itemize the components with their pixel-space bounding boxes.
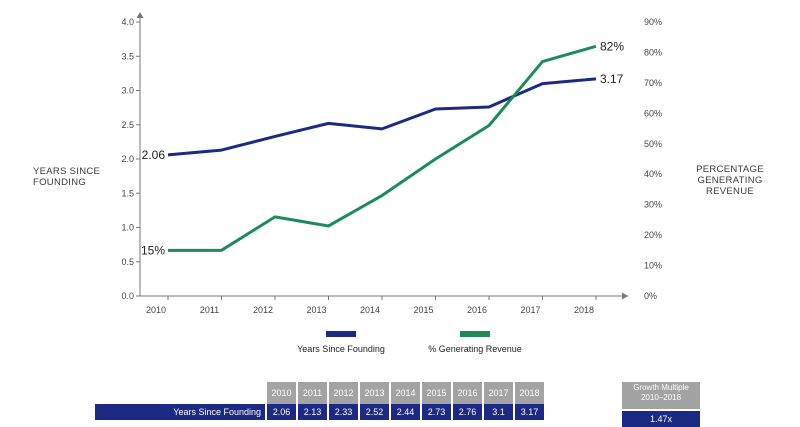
- y-tick-label-right: 0%: [644, 291, 657, 301]
- x-tick-label: 2015: [413, 305, 433, 315]
- x-tick-label: 2010: [146, 305, 166, 315]
- table-cell: 3.17: [514, 404, 545, 420]
- growth-multiple-value: 1.47x: [622, 411, 700, 427]
- table-cell: 2.13: [297, 404, 328, 420]
- x-tick-label: 2013: [306, 305, 326, 315]
- x-tick-label: 2011: [200, 305, 219, 315]
- growth-header-line2: 2010–2018: [622, 393, 700, 403]
- y-tick-label-right: 60%: [644, 108, 662, 118]
- x-axis-arrow: [622, 293, 628, 300]
- start-data-label: 15%: [141, 243, 165, 257]
- end-data-label: 82%: [600, 39, 624, 53]
- legend-item-revenue: % Generating Revenue: [410, 331, 540, 354]
- y-tick-label-left: 2.5: [121, 120, 134, 130]
- legend-item-years: Years Since Founding: [296, 331, 386, 354]
- y-tick-label-right: 50%: [644, 139, 662, 149]
- y-tick-label-right: 20%: [644, 230, 662, 240]
- x-tick-label: 2016: [467, 305, 487, 315]
- growth-header-line1: Growth Multiple: [622, 383, 700, 393]
- table-header-year: 2014: [390, 382, 421, 404]
- table-cell: 2.52: [359, 404, 390, 420]
- y-tick-label-left: 1.5: [121, 188, 134, 198]
- y-tick-label-left: 3.5: [121, 51, 134, 61]
- table-header-year: 2010: [266, 382, 297, 404]
- table-cell: 2.06: [266, 404, 297, 420]
- y-tick-label-right: 40%: [644, 169, 662, 179]
- table-header-year: 2013: [359, 382, 390, 404]
- x-tick-label: 2014: [360, 305, 380, 315]
- y-tick-label-right: 80%: [644, 47, 662, 57]
- y-tick-label-right: 70%: [644, 78, 662, 88]
- table-header-year: 2012: [328, 382, 359, 404]
- left-axis-title: YEARS SINCE FOUNDING: [33, 166, 123, 188]
- table-row: Years Since Founding 2.06 2.13 2.33 2.52…: [95, 404, 545, 420]
- x-tick-label: 2017: [520, 305, 540, 315]
- y-tick-label-left: 0.5: [121, 257, 134, 267]
- growth-multiple-column: Growth Multiple 2010–2018 1.47x: [622, 382, 700, 427]
- years-table: 2010 2011 2012 2013 2014 2015 2016 2017 …: [95, 382, 546, 420]
- table-header-year: 2016: [452, 382, 483, 404]
- right-axis-title: PERCENTAGE GENERATING REVENUE: [680, 164, 780, 197]
- start-data-label: 2.06: [142, 148, 166, 162]
- table-cell: 2.44: [390, 404, 421, 420]
- y-tick-label-left: 1.0: [121, 223, 134, 233]
- y-tick-label-right: 30%: [644, 200, 662, 210]
- table-header-year: 2017: [483, 382, 514, 404]
- y-tick-label-left: 0.0: [121, 291, 134, 301]
- y-tick-label-left: 4.0: [121, 17, 134, 27]
- y-tick-label-right: 10%: [644, 261, 662, 271]
- series-line-years: [168, 79, 596, 155]
- growth-multiple-header: Growth Multiple 2010–2018: [622, 382, 700, 409]
- table-header-year: 2015: [421, 382, 452, 404]
- table-header-year: 2018: [514, 382, 545, 404]
- end-data-label: 3.17: [600, 72, 624, 86]
- y-tick-label-left: 3.0: [121, 86, 134, 96]
- table-cell: 2.33: [328, 404, 359, 420]
- legend-label-years: Years Since Founding: [297, 344, 385, 354]
- table-cell: 2.73: [421, 404, 452, 420]
- x-tick-label: 2018: [574, 305, 594, 315]
- y-tick-label-left: 2.0: [121, 154, 134, 164]
- table-header-spacer: [95, 382, 266, 404]
- table-cell: 3.1: [483, 404, 514, 420]
- table-row-label: Years Since Founding: [95, 404, 266, 420]
- table-cell: 2.76: [452, 404, 483, 420]
- x-tick-label: 2012: [253, 305, 273, 315]
- table-header-year: 2011: [297, 382, 328, 404]
- y-axis-arrow: [137, 12, 144, 18]
- y-tick-label-right: 90%: [644, 17, 662, 27]
- legend-swatch-years: [326, 331, 356, 337]
- table-header-row: 2010 2011 2012 2013 2014 2015 2016 2017 …: [95, 382, 545, 404]
- legend-swatch-revenue: [460, 331, 490, 337]
- data-table: 2010 2011 2012 2013 2014 2015 2016 2017 …: [0, 382, 800, 419]
- legend-label-revenue: % Generating Revenue: [428, 344, 522, 354]
